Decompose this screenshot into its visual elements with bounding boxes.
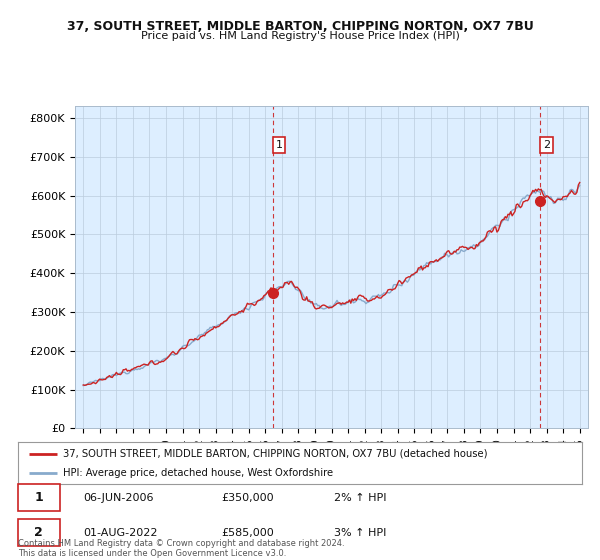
Text: Contains HM Land Registry data © Crown copyright and database right 2024.
This d: Contains HM Land Registry data © Crown c…: [18, 539, 344, 558]
Text: 3% ↑ HPI: 3% ↑ HPI: [334, 528, 386, 538]
Text: 06-JUN-2006: 06-JUN-2006: [83, 493, 154, 503]
Text: 2% ↑ HPI: 2% ↑ HPI: [334, 493, 386, 503]
Text: £585,000: £585,000: [221, 528, 274, 538]
Text: 01-AUG-2022: 01-AUG-2022: [83, 528, 157, 538]
FancyBboxPatch shape: [18, 484, 60, 511]
Text: 37, SOUTH STREET, MIDDLE BARTON, CHIPPING NORTON, OX7 7BU: 37, SOUTH STREET, MIDDLE BARTON, CHIPPIN…: [67, 20, 533, 32]
Text: 37, SOUTH STREET, MIDDLE BARTON, CHIPPING NORTON, OX7 7BU (detached house): 37, SOUTH STREET, MIDDLE BARTON, CHIPPIN…: [63, 449, 488, 459]
Text: HPI: Average price, detached house, West Oxfordshire: HPI: Average price, detached house, West…: [63, 468, 333, 478]
Text: 2: 2: [34, 526, 43, 539]
Text: £350,000: £350,000: [221, 493, 274, 503]
Text: 2: 2: [543, 140, 550, 150]
Text: 1: 1: [34, 491, 43, 504]
Text: Price paid vs. HM Land Registry's House Price Index (HPI): Price paid vs. HM Land Registry's House …: [140, 31, 460, 41]
Text: 1: 1: [276, 140, 283, 150]
FancyBboxPatch shape: [18, 519, 60, 547]
